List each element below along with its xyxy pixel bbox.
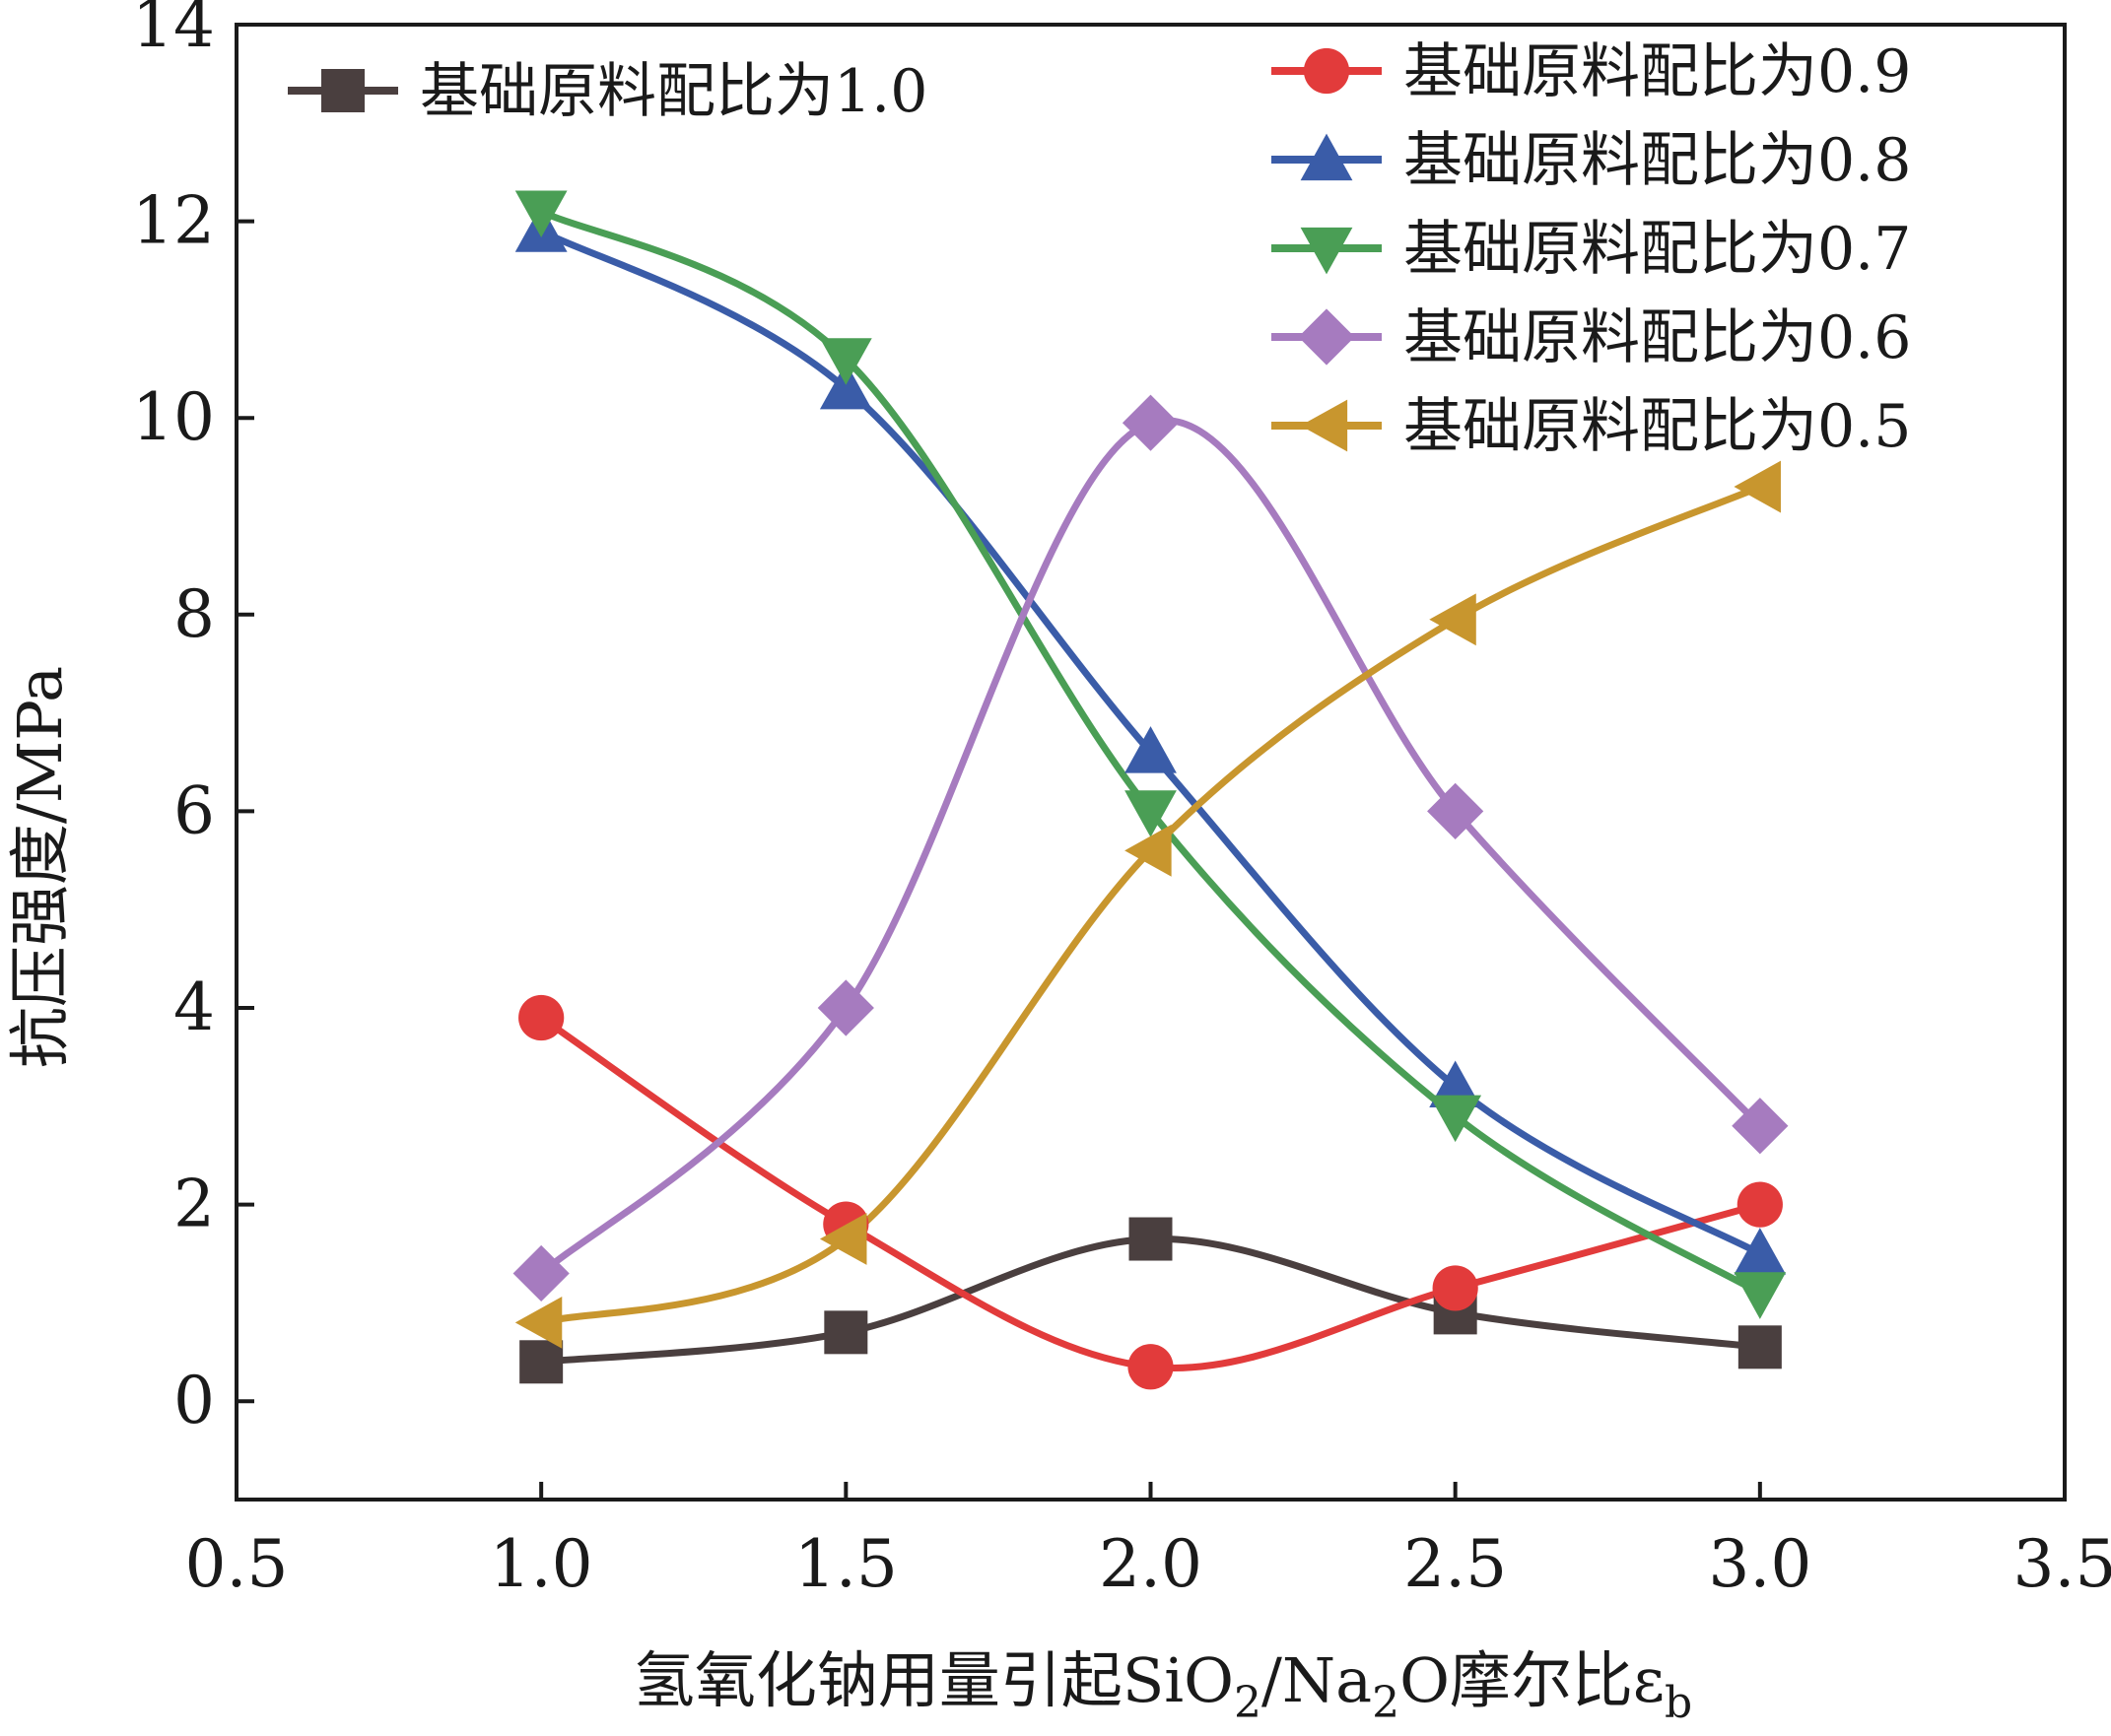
legend-marker xyxy=(1300,227,1353,275)
y-tick-label: 4 xyxy=(173,969,215,1045)
y-tick-label: 2 xyxy=(173,1167,215,1242)
data-point xyxy=(1734,1228,1787,1275)
data-point xyxy=(1734,460,1781,513)
data-point xyxy=(1734,1272,1787,1319)
data-point xyxy=(819,1213,867,1265)
data-point xyxy=(514,1296,563,1349)
data-point xyxy=(519,1340,564,1384)
x-axis-title: 氢氧化钠用量引起SiO2/Na2O摩尔比εb xyxy=(634,1644,1692,1728)
data-point xyxy=(518,994,565,1041)
data-point xyxy=(1124,726,1177,773)
legend-right: 基础原料配比为0.9 基础原料配比为0.8 基础原料配比为0.7 基础原料配比为0.6… xyxy=(1271,37,1911,461)
y-axis-title: 抗压强度/MPa xyxy=(4,666,76,1068)
x-tick-label: 3.5 xyxy=(2013,1526,2111,1602)
data-point xyxy=(1124,790,1177,837)
data-point xyxy=(1429,1095,1482,1143)
data-point xyxy=(1732,1098,1789,1155)
legend-marker xyxy=(1298,308,1355,366)
x-axis-title-suffix: O摩尔比ε xyxy=(1399,1644,1665,1716)
x-tick-label: 0.5 xyxy=(185,1526,289,1602)
legend-label: 基础原料配比为1.0 xyxy=(420,57,927,126)
legend-label: 基础原料配比为0.9 xyxy=(1403,37,1911,106)
y-tick-label: 6 xyxy=(173,772,215,848)
data-point xyxy=(817,979,874,1036)
legend-marker xyxy=(1303,47,1350,95)
data-point xyxy=(1736,1181,1783,1228)
x-tick-label: 2.0 xyxy=(1099,1526,1202,1602)
x-axis-title-sub1: 2 xyxy=(1234,1678,1261,1728)
legend-label: 基础原料配比为0.5 xyxy=(1403,392,1911,461)
y-tick-label: 0 xyxy=(173,1363,215,1438)
y-tick-label: 12 xyxy=(132,183,215,259)
data-point xyxy=(1427,782,1484,839)
x-axis-ticks: 0.5 1.0 1.5 2.0 2.5 3.0 3.5 xyxy=(185,1482,2111,1602)
y-axis-ticks: 0 2 4 6 8 10 12 14 xyxy=(132,0,254,1438)
x-axis-title-prefix: 氢氧化钠用量引起SiO xyxy=(634,1644,1234,1716)
data-point xyxy=(514,190,568,238)
data-point xyxy=(819,338,872,385)
data-point xyxy=(824,1310,868,1355)
legend-label: 基础原料配比为0.7 xyxy=(1403,215,1911,284)
legend-marker xyxy=(1300,399,1348,452)
data-point xyxy=(819,362,872,410)
x-tick-label: 1.5 xyxy=(794,1526,898,1602)
series-lines xyxy=(538,208,1763,1371)
legend-label: 基础原料配比为0.6 xyxy=(1403,303,1911,372)
data-point xyxy=(1122,394,1180,451)
legend-label: 基础原料配比为0.8 xyxy=(1403,126,1911,195)
x-axis-title-mid: /Na xyxy=(1261,1644,1372,1716)
y-tick-label: 14 xyxy=(132,0,215,62)
x-tick-label: 1.0 xyxy=(490,1526,593,1602)
data-point xyxy=(1124,824,1172,877)
x-axis-title-sub2: 2 xyxy=(1372,1678,1399,1728)
series-markers xyxy=(512,190,1789,1390)
data-point xyxy=(1429,593,1476,646)
x-tick-label: 3.0 xyxy=(1708,1526,1811,1602)
x-tick-label: 2.5 xyxy=(1403,1526,1507,1602)
data-point xyxy=(1128,1217,1173,1261)
data-point xyxy=(512,1244,570,1302)
legend-marker xyxy=(321,69,365,112)
data-point xyxy=(1737,1325,1782,1369)
data-point xyxy=(1432,1265,1478,1311)
y-tick-label: 10 xyxy=(132,379,215,455)
legend-left: 基础原料配比为1.0 xyxy=(288,57,927,126)
data-point xyxy=(1127,1344,1174,1390)
x-axis-title-sub3: b xyxy=(1665,1678,1692,1728)
y-tick-label: 8 xyxy=(173,576,215,652)
legend-marker xyxy=(1300,133,1353,181)
